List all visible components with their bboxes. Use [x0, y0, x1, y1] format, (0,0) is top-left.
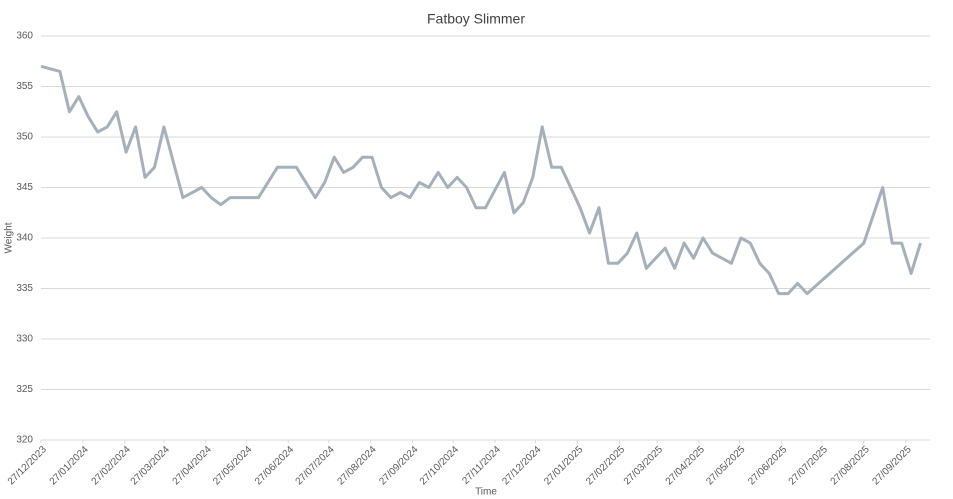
x-tick-label: 27/04/2025: [664, 444, 707, 487]
x-tick-label: 27/02/2024: [90, 444, 133, 487]
x-tick-label: 27/09/2025: [870, 444, 913, 487]
x-tick-label: 27/07/2025: [787, 444, 830, 487]
x-tick-label: 27/06/2025: [746, 444, 789, 487]
data-line: [40, 64, 922, 296]
y-tick-label: 360: [16, 31, 33, 42]
x-tick-label: 27/11/2024: [460, 444, 503, 487]
y-tick-label: 325: [16, 384, 33, 395]
x-tick-label: 27/05/2024: [211, 444, 254, 487]
x-tick-label: 27/08/2024: [335, 444, 378, 487]
x-tick-label: 27/12/2024: [500, 444, 543, 487]
x-axis-label: Time: [475, 487, 497, 498]
x-tick-label: 27/07/2024: [294, 444, 337, 487]
y-axis-label: Weight: [4, 222, 15, 253]
x-tick-label: 27/08/2025: [829, 444, 872, 487]
x-tick-label: 27/05/2025: [704, 444, 747, 487]
x-tick-label: 27/01/2025: [542, 444, 585, 487]
y-tick-label: 345: [16, 182, 33, 193]
x-tick-label: 27/04/2024: [171, 444, 214, 487]
y-tick-label: 320: [16, 435, 33, 446]
chart-title: Fatboy Slimmer: [427, 11, 525, 27]
x-tick-label: 27/06/2024: [253, 444, 296, 487]
x-tick-label: 27/03/2024: [129, 444, 172, 487]
x-tick-label: 27/10/2024: [418, 444, 461, 487]
y-tick-label: 350: [16, 132, 33, 143]
y-tick-label: 355: [16, 81, 33, 92]
x-tick-label: 27/09/2024: [377, 444, 420, 487]
x-tick-label: 27/12/2023: [6, 444, 49, 487]
x-tick-label: 27/02/2025: [584, 444, 627, 487]
y-tick-label: 340: [16, 233, 33, 244]
y-tick-label: 335: [16, 283, 33, 294]
x-tick-label: 27/01/2024: [48, 444, 91, 487]
y-tick-label: 330: [16, 334, 33, 345]
x-tick-label: 27/03/2025: [622, 444, 665, 487]
